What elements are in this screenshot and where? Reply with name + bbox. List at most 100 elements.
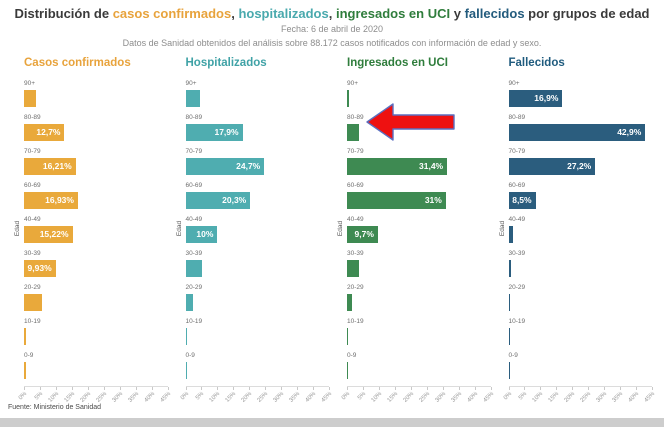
x-axis-tick [378,387,380,390]
bar-row: 70-79 16,21% [24,148,168,175]
bar-row: 20-29 [185,284,330,311]
bar-hospitalizados-10-19 [185,328,188,345]
bar-ingresados-en-uci-60-69: 31% [347,192,446,209]
bar-row: 20-29 [508,284,653,311]
age-group-label: 60-69 [508,182,526,189]
bar-ingresados-en-uci-40-49: 9,7% [347,226,378,243]
age-group-label: 10-19 [508,318,526,325]
chart-body: Edad 90+ 16,9% 80-89 42,9% 70-79 27,2% 60-69 8,5… [497,80,657,409]
bar-row: 30-39 [508,250,653,277]
bar-row: 60-69 16,93% [24,182,168,209]
bar-value-label: 9,93% [27,263,52,273]
title-segment: y [450,6,465,21]
y-axis-label: Edad [337,220,345,236]
bar-row: 80-89 17,9% [185,114,330,141]
bar-row: 40-49 [508,216,653,243]
x-axis-tick [652,387,653,390]
bar-row: 90+ 16,9% [508,80,653,107]
x-axis-tick [588,387,590,390]
x-axis-tick [604,387,606,390]
bar-casos-confirmados-60-69: 16,93% [24,192,78,209]
bar-casos-confirmados-20-29 [24,294,42,311]
x-axis-tick [313,387,315,390]
bar-hospitalizados-70-79: 24,7% [185,158,265,175]
x-axis-tick [540,387,542,390]
y-axis-label: Edad [498,220,506,236]
bar-row: 10-19 [347,318,491,345]
bar-value-label: 31,4% [419,161,444,171]
bar-ingresados-en-uci-10-19 [347,328,349,345]
bar-row: 60-69 31% [347,182,491,209]
page-title: Distribución de casos confirmados, hospi… [0,6,664,22]
x-axis: 0% 5% 10% 15% 20% 25% 30% 35% 40% 45% [502,386,656,409]
plot-area: 90+ 80-89 17,9% 70-79 24,7% 60-69 20,3% 40-49 10… [179,80,333,409]
bar-hospitalizados-20-29 [185,294,193,311]
bar-value-label: 31% [424,195,442,205]
x-axis-tick [39,387,41,390]
red-arrow-annotation [366,103,455,141]
x-axis-tick [347,387,348,390]
bar-hospitalizados-40-49: 10% [185,226,218,243]
source-note: Fuente: Ministerio de Sanidad [8,404,101,411]
x-axis-tick [87,387,89,390]
bar-row: 70-79 31,4% [347,148,491,175]
y-axis-label: Edad [175,220,183,236]
bar-fallecidos-30-39 [508,260,512,277]
bar-value-label: 12,7% [36,127,61,137]
age-group-label: 90+ [347,80,359,87]
chart-title-casos-confirmados: Casos confirmados [24,57,131,69]
x-axis-tick [490,387,492,390]
title-segment: Distribución de [14,6,113,21]
bar-row: 30-39 [185,250,330,277]
age-group-label: 90+ [185,80,197,87]
age-group-label: 60-69 [24,182,41,189]
bar-value-label: 8,5% [512,195,532,205]
bar-row: 40-49 15,22% [24,216,168,243]
bar-casos-confirmados-40-49: 15,22% [24,226,73,243]
bar-fallecidos-0-9 [508,362,510,379]
x-axis-tick [135,387,137,390]
age-group-label: 20-29 [508,284,526,291]
age-group-label: 70-79 [24,148,41,155]
x-axis-tick [201,387,203,390]
x-axis-tick [233,387,235,390]
charts-row: Casos confirmados Edad 90+ 80-89 12,7% 70-79 1… [0,57,664,409]
plot-area: 90+ 80-89 12,7% 70-79 16,21% 60-69 16,93% 40-49… [18,80,172,409]
bar-row: 80-89 42,9% [508,114,653,141]
bar-casos-confirmados-80-89: 12,7% [24,124,65,141]
age-group-label: 70-79 [185,148,203,155]
bar-hospitalizados-80-89: 17,9% [185,124,243,141]
bar-value-label: 20,3% [222,195,247,205]
bar-ingresados-en-uci-0-9 [347,362,349,379]
x-axis-tick [265,387,267,390]
bar-row: 90+ [185,80,330,107]
x-axis-tick [119,387,121,390]
plot-area: 90+ 16,9% 80-89 42,9% 70-79 27,2% 60-69 8,5% 40-… [502,80,656,409]
bar-ingresados-en-uci-90+ [347,90,349,107]
title-segment: por grupos de edad [524,6,650,21]
age-group-label: 20-29 [24,284,41,291]
age-group-label: 30-39 [347,250,364,257]
age-group-label: 10-19 [185,318,203,325]
age-group-label: 10-19 [24,318,41,325]
bar-row: 0-9 [347,352,491,379]
bar-fallecidos-20-29 [508,294,510,311]
bar-fallecidos-40-49 [508,226,513,243]
chart-title-hospitalizados: Hospitalizados [185,57,267,69]
bar-casos-confirmados-70-79: 16,21% [24,158,76,175]
bar-row: 0-9 [24,352,168,379]
age-group-label: 20-29 [185,284,203,291]
x-axis-tick [24,387,25,390]
age-group-label: 80-89 [24,114,41,121]
bar-value-label: 16,93% [45,195,74,205]
bar-row: 70-79 27,2% [508,148,653,175]
bar-ingresados-en-uci-80-89 [347,124,360,141]
bar-hospitalizados-90+ [185,90,200,107]
title-segment: hospitalizados [238,6,329,21]
plot-area: 90+ 80-89 70-79 31,4% 60-69 31% 40-49 9,7% 30-39… [341,80,495,409]
bar-ingresados-en-uci-70-79: 31,4% [347,158,448,175]
x-axis-tick [474,387,476,390]
age-group-label: 40-49 [508,216,526,223]
bar-ingresados-en-uci-20-29 [347,294,353,311]
